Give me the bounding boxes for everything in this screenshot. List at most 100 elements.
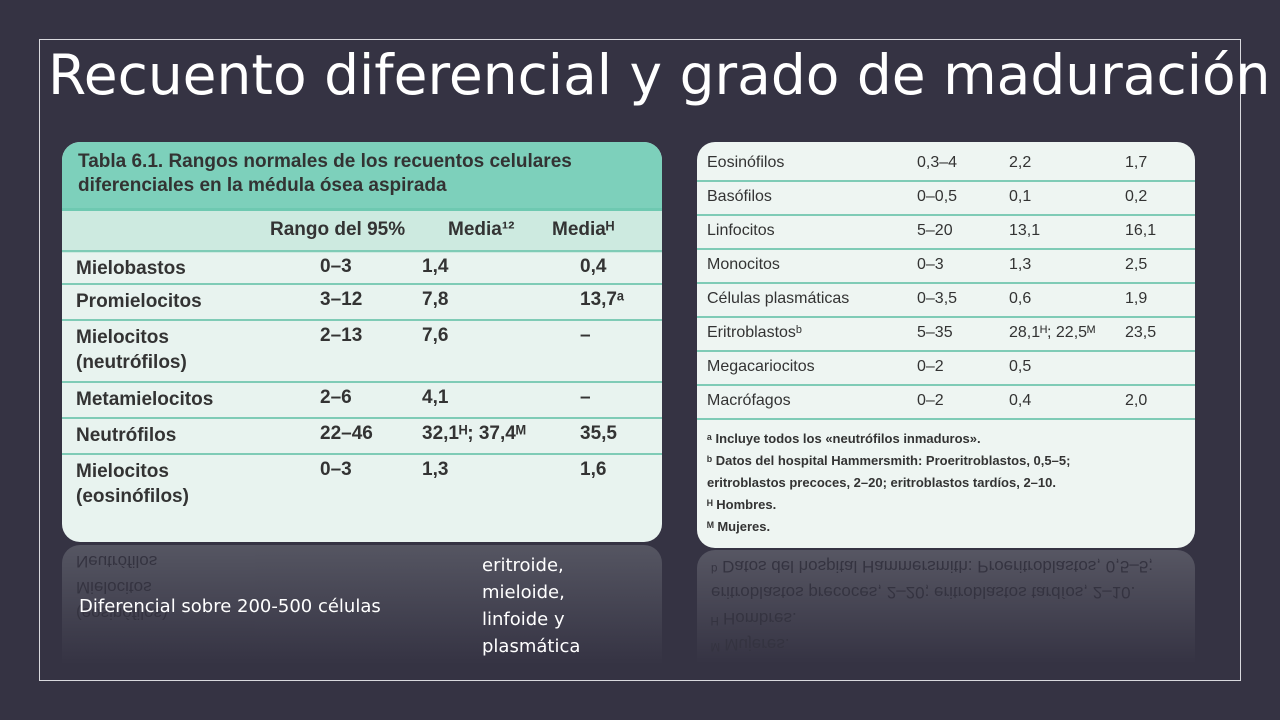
cell-name-line2: (eosinófilos)	[76, 486, 189, 507]
cell-mean-2: –	[580, 325, 591, 346]
cell-range: 3–12	[320, 289, 363, 310]
table-row: Linfocitos 5–20 13,1 16,1	[697, 216, 1195, 250]
table-row: Megacariocitos 0–2 0,5	[697, 352, 1195, 386]
cell-name: Mielocitos (neutrófilos)	[76, 325, 187, 375]
cell-name-line1: Mielobastos	[76, 258, 186, 279]
cell-mean-2: 0,4	[580, 256, 607, 277]
note-line: ᵃ Incluye todos los «neutrófilos inmadur…	[707, 431, 981, 446]
cell-name: Neutrófilos	[76, 423, 176, 448]
cell-name-line1: Mielocitos	[76, 461, 169, 482]
slide-frame	[39, 39, 1241, 681]
table-right-reflection: ᴹ Mujeres. ᴴ Hombres. eritroblastos prec…	[697, 550, 1195, 665]
cell-mean-2: –	[580, 387, 591, 408]
table-row: Metamielocitos 2–6 4,1 –	[62, 381, 662, 417]
cell-range: 5–20	[917, 222, 953, 239]
cell-mean-1: 13,1	[1009, 222, 1041, 239]
cell-name: Macrófagos	[707, 392, 791, 409]
header-range: Rango del 95%	[270, 219, 406, 240]
cell-range: 5–35	[917, 324, 953, 341]
table-row: Neutrófilos 22–46 32,1ᴴ; 37,4ᴹ 35,5	[62, 417, 662, 453]
cell-name: Células plasmáticas	[707, 290, 850, 307]
cell-mean-1: 0,6	[1009, 290, 1032, 307]
note-line: ᴹ Mujeres.	[707, 519, 771, 534]
cell-name: Megacariocitos	[707, 358, 815, 375]
caption-line-1: Tabla 6.1. Rangos normales de los recuen…	[78, 151, 572, 172]
cell-range: 22–46	[320, 423, 373, 444]
cell-range: 0–2	[917, 358, 944, 375]
slide-title: Recuento diferencial y grado de maduraci…	[48, 43, 1271, 107]
cell-range: 0–2	[917, 392, 944, 409]
cell-name-line1: Promielocitos	[76, 291, 202, 312]
table-right-card: Eosinófilos 0,3–4 2,2 1,7 Basófilos 0–0,5 0,1 0…	[697, 142, 1195, 548]
cell-mean-2: 1,7	[1125, 154, 1148, 171]
table-row: Promielocitos 3–12 7,8 13,7ᵃ	[62, 283, 662, 319]
cell-mean-1: 1,3	[422, 459, 449, 480]
cell-name: Monocitos	[707, 256, 780, 273]
reflection-line: ᵇ Datos del hospital Hammersmith: Proeri…	[711, 557, 1153, 576]
table-left-caption-bar: Tabla 6.1. Rangos normales de los recuen…	[62, 142, 662, 208]
cell-range: 0–3	[917, 256, 944, 273]
cell-name-line1: Mielocitos	[76, 327, 169, 348]
table-row: Mielocitos (neutrófilos) 2–13 7,6 –	[62, 319, 662, 381]
note-line: ᵇ Datos del hospital Hammersmith: Proeri…	[707, 453, 1071, 468]
table-right-notes: ᵃ Incluye todos los «neutrófilos inmadur…	[707, 428, 1187, 538]
cell-mean-1: 0,5	[1009, 358, 1032, 375]
cell-name: Linfocitos	[707, 222, 775, 239]
cell-mean-1: 2,2	[1009, 154, 1032, 171]
cell-mean-2: 16,1	[1125, 222, 1157, 239]
cell-name-line2: (neutrófilos)	[76, 352, 187, 373]
cell-name-line1: Neutrófilos	[76, 425, 177, 446]
cell-mean-1: 7,6	[422, 325, 449, 346]
cell-range: 0–3	[320, 256, 352, 277]
header-mean-1: Media¹²	[448, 219, 515, 240]
table-left-header-row: Rango del 95% Media¹² Mediaᴴ	[62, 208, 662, 253]
cell-range: 0–3	[320, 459, 352, 480]
caption-line-2: diferenciales en la médula ósea aspirada	[78, 175, 447, 196]
cell-name: Eritroblastosᵇ	[707, 324, 802, 341]
note-lineages: eritroide, mieloide, linfoide y plasmáti…	[482, 555, 581, 657]
cell-name: Eosinófilos	[707, 154, 785, 171]
table-left-card: Tabla 6.1. Rangos normales de los recuen…	[62, 142, 662, 542]
cell-name: Mielobastos	[76, 256, 186, 281]
cell-mean-2: 1,9	[1125, 290, 1148, 307]
table-row: Monocitos 0–3 1,3 2,5	[697, 250, 1195, 284]
cell-name-line1: Metamielocitos	[76, 389, 214, 410]
cell-mean-1: 1,3	[1009, 256, 1032, 273]
cell-name: Metamielocitos	[76, 387, 213, 412]
cell-mean-2: 0,2	[1125, 188, 1148, 205]
note-line: ᴴ Hombres.	[707, 497, 777, 512]
cell-range: 0–0,5	[917, 188, 958, 205]
cell-mean-1: 7,8	[422, 289, 449, 310]
table-left-caption: Tabla 6.1. Rangos normales de los recuen…	[78, 150, 648, 198]
cell-mean-2: 35,5	[580, 423, 617, 444]
cell-mean-1: 1,4	[422, 256, 449, 277]
cell-name: Promielocitos	[76, 289, 202, 314]
cell-mean-1: 4,1	[422, 387, 449, 408]
cell-name: Basófilos	[707, 188, 772, 205]
cell-mean-2: 1,6	[580, 459, 607, 480]
cell-range: 0,3–4	[917, 154, 958, 171]
reflection-line: ᴹ Mujeres.	[711, 635, 790, 654]
note-differential: Diferencial sobre 200-500 células	[79, 596, 381, 617]
cell-mean-1: 32,1ᴴ; 37,4ᴹ	[422, 423, 526, 444]
table-left-reflection: (eosinófilos) Mielocitos Neutrófilos	[62, 545, 662, 665]
header-mean-2: Mediaᴴ	[552, 219, 615, 240]
reflection-line: ᴴ Hombres.	[711, 609, 797, 628]
cell-mean-2: 13,7ᵃ	[580, 289, 625, 310]
cell-range: 0–3,5	[917, 290, 958, 307]
cell-mean-1: 0,1	[1009, 188, 1032, 205]
table-row: Macrófagos 0–2 0,4 2,0	[697, 386, 1195, 420]
cell-mean-2: 2,5	[1125, 256, 1148, 273]
cell-mean-1: 28,1ᴴ; 22,5ᴹ	[1009, 324, 1096, 341]
table-row: Eosinófilos 0,3–4 2,2 1,7	[697, 148, 1195, 182]
cell-range: 2–6	[320, 387, 352, 408]
table-row: Mielocitos (eosinófilos) 0–3 1,3 1,6	[62, 453, 662, 542]
cell-name: Mielocitos (eosinófilos)	[76, 459, 189, 509]
note-line: eritroblastos precoces, 2–20; eritroblas…	[707, 475, 1056, 490]
cell-range: 2–13	[320, 325, 363, 346]
table-row: Células plasmáticas 0–3,5 0,6 1,9	[697, 284, 1195, 318]
cell-mean-2: 23,5	[1125, 324, 1157, 341]
cell-mean-2: 2,0	[1125, 392, 1148, 409]
table-row: Eritroblastosᵇ 5–35 28,1ᴴ; 22,5ᴹ 23,5	[697, 318, 1195, 352]
cell-mean-1: 0,4	[1009, 392, 1032, 409]
